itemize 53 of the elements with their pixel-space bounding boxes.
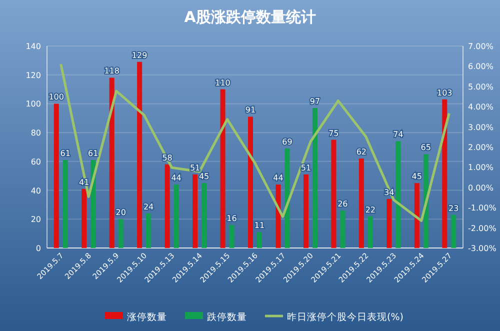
data-label: 91 [245,106,256,115]
data-label: 58 [162,153,172,162]
y-tick-label: 140 [26,42,41,51]
y2-tick-label: 6.00% [468,62,494,72]
data-label: 100 [48,92,64,102]
legend-label: 跌停数量 [207,311,247,323]
legend-label: 涨停数量 [127,311,167,323]
y-tick-label: 0 [36,244,41,253]
y-tick-label: 120 [26,70,41,80]
y2-tick-label: 1.00% [468,163,494,172]
y2-tick-label: 3.00% [468,122,494,132]
data-label: 74 [393,130,404,140]
y-tick-label: 40 [30,186,41,196]
chart-title: A股涨跌停数量统计 [184,8,316,26]
data-label: 118 [104,66,120,76]
data-label: 129 [132,50,148,60]
y2-tick-label: 7.00% [468,42,494,51]
legend-label: 昨日涨停个股今日表现(%) [287,311,404,323]
data-label: 45 [198,172,210,182]
data-label: 34 [384,188,394,197]
data-label: 51 [190,163,200,172]
data-label: 11 [254,221,265,230]
y2-tick-label: 4.00% [468,102,494,112]
y2-tick-label: -1.00% [468,204,497,213]
y2-tick-label: -2.00% [468,224,497,233]
data-label: 41 [79,178,90,187]
data-label: 45 [412,172,422,182]
data-label: 20 [116,208,126,218]
y2-tick-label: 2.00% [468,143,494,152]
y-tick-label: 100 [26,100,41,109]
data-label: 51 [300,163,312,172]
data-label: 23 [448,204,459,213]
data-label: 103 [436,88,452,98]
data-label: 16 [226,214,237,223]
data-label: 75 [328,128,339,138]
data-label: 69 [282,137,292,146]
y2-tick-label: 5.00% [468,82,494,92]
data-label: 26 [338,199,348,208]
data-label: 24 [143,202,154,212]
data-label: 65 [420,143,431,152]
y-tick-label: 20 [30,215,41,224]
data-label: 62 [356,148,367,157]
data-label: 97 [310,97,320,106]
data-label: 110 [215,78,230,88]
y-tick-label: 60 [30,157,41,166]
data-label: 22 [365,205,376,214]
y2-tick-label: 0.00% [468,183,494,192]
y2-tick-label: -3.00% [468,244,497,253]
data-label: 61 [60,148,70,158]
data-label: 44 [273,174,284,183]
data-label: 61 [88,148,98,158]
y-tick-label: 80 [30,128,41,138]
data-label: 44 [171,174,182,183]
